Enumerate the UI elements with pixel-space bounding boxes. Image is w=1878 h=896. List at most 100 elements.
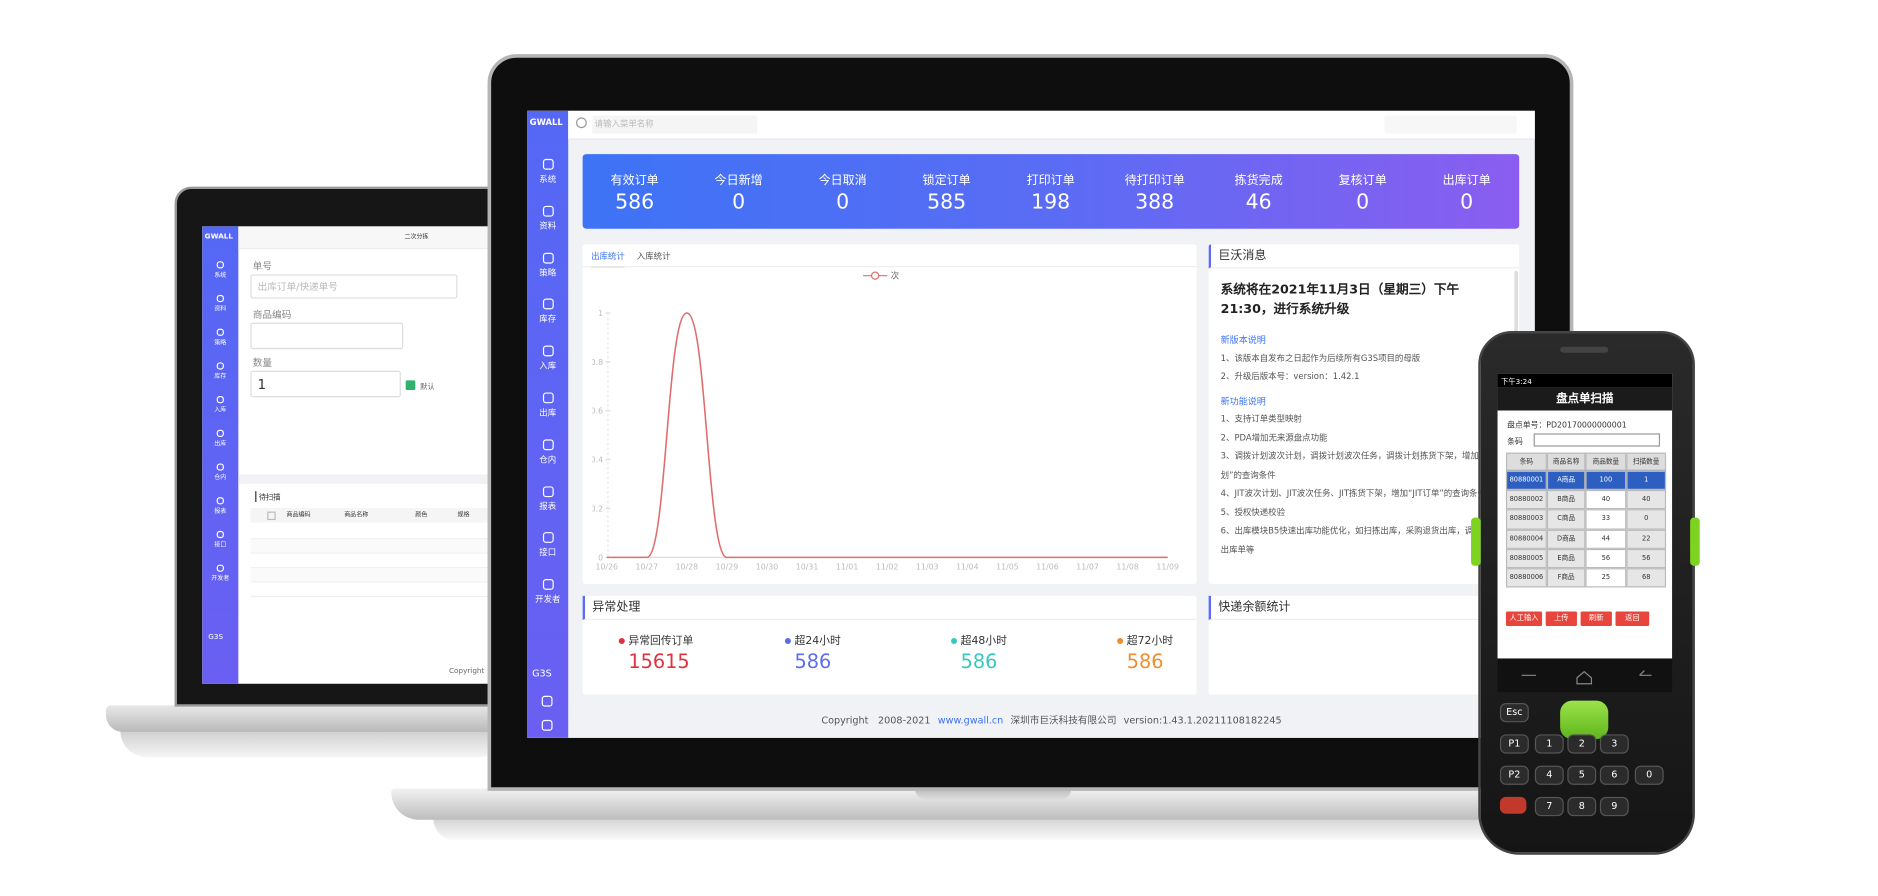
barcode-input[interactable] <box>1533 433 1661 447</box>
x-tick-label: 11/05 <box>996 562 1019 571</box>
nav-icon <box>542 439 554 450</box>
nav-icon <box>542 158 554 170</box>
icon-shape <box>542 439 554 450</box>
sidebar-item[interactable]: 策略 <box>202 327 238 347</box>
dot <box>951 638 958 645</box>
key[interactable]: 2 <box>1567 734 1597 754</box>
sidebar-item[interactable]: 报表 <box>527 485 568 513</box>
qty-input[interactable]: 1 <box>250 370 401 398</box>
sidebar-item[interactable]: 接口 <box>202 530 238 549</box>
sidebar-label: 入库 <box>214 406 227 415</box>
stat: 锁定订单 585 <box>895 154 999 229</box>
speaker <box>1560 346 1609 353</box>
sidebar-item[interactable]: 出库 <box>202 429 238 448</box>
key[interactable]: 1 <box>1534 734 1564 754</box>
icon-shape <box>216 328 224 336</box>
key[interactable]: P1 <box>1499 734 1529 754</box>
checkbox[interactable] <box>405 380 416 391</box>
label-text: 超72小时 <box>1126 635 1174 648</box>
key[interactable]: Esc <box>1499 703 1529 723</box>
stat-value: 388 <box>1135 190 1175 215</box>
side-scan-button <box>1471 517 1481 566</box>
icon-shape <box>216 429 224 437</box>
title-bar: 盘点单扫描 <box>1497 387 1673 411</box>
icon-shape <box>542 345 554 357</box>
sidebar-label: 策略 <box>539 267 557 278</box>
key[interactable]: 6 <box>1599 765 1629 785</box>
sidebar-item[interactable]: 仓内 <box>202 462 238 482</box>
icon-shape <box>542 532 554 544</box>
sidebar-item[interactable]: 资料 <box>202 294 238 313</box>
key[interactable]: 7 <box>1534 796 1564 817</box>
chart-tab[interactable]: 出库统计 <box>591 250 625 268</box>
key[interactable]: 9 <box>1599 796 1629 817</box>
version: G3S <box>208 633 224 642</box>
table-cell: 56 <box>1585 548 1627 569</box>
notice-heading: 新功能说明 <box>1220 395 1266 407</box>
notice-item: 1、该版本自发布之日起作为后续所有G3S项目的母版 <box>1220 353 1421 363</box>
action-button[interactable]: 返回 <box>1615 611 1650 626</box>
exception-item: 超48小时 586 <box>951 632 1095 673</box>
action-button[interactable]: 人工输入 <box>1505 611 1543 626</box>
sidebar-item[interactable]: 开发者 <box>202 563 238 583</box>
code-input[interactable] <box>250 322 404 350</box>
action-button[interactable]: 上传 <box>1545 611 1577 626</box>
search-box[interactable]: 请输入菜单名称 <box>592 115 758 134</box>
sidebar-item[interactable]: 开发者 <box>527 578 568 606</box>
sidebar-item[interactable]: 策略 <box>527 251 568 279</box>
sidebar-label: 系统 <box>539 174 557 185</box>
sidebar-item[interactable]: 仓内 <box>527 438 568 466</box>
y-tick-label: 0.8 <box>592 358 603 367</box>
sidebar-label: 接口 <box>539 548 557 558</box>
search-glyph <box>576 117 587 129</box>
chart-tab[interactable]: 入库统计 <box>636 251 671 262</box>
icon-shape <box>541 719 553 731</box>
icon-shape <box>542 205 554 217</box>
sidebar-item[interactable]: 库存 <box>527 298 568 326</box>
sidebar-item[interactable]: 接口 <box>527 531 568 559</box>
logo: GWALL <box>529 117 563 128</box>
y-tick-label: 0.6 <box>592 407 603 416</box>
nav-icon <box>542 579 554 591</box>
topbar: 请输入菜单名称 <box>568 110 1535 140</box>
stat-value: 0 <box>1356 190 1370 215</box>
dot <box>1117 638 1124 645</box>
sidebar-label: 资料 <box>214 305 227 313</box>
table-cell: 80880006 <box>1505 568 1547 588</box>
key[interactable]: 3 <box>1599 734 1629 754</box>
x-tick-label: 10/28 <box>676 562 699 571</box>
key[interactable]: P2 <box>1499 765 1529 785</box>
nav-icon <box>216 530 224 539</box>
sidebar-item[interactable]: 系统 <box>527 158 568 186</box>
icon-shape <box>542 299 554 310</box>
sidebar-item[interactable]: 系统 <box>202 260 238 279</box>
order-input[interactable]: 出库订单/快递单号 <box>250 274 458 299</box>
key[interactable]: 4 <box>1534 765 1564 785</box>
stat-label: 打印订单 <box>1026 174 1075 188</box>
scan-table: 条码 商品名称 商品数量 扫描数量 80880001 A商品 100 1 80880002 B商品… <box>1498 452 1673 595</box>
sidebar-label: 接口 <box>214 541 227 549</box>
panel-title: 快递余额统计 <box>1208 595 1520 620</box>
sidebar-item[interactable]: 报表 <box>202 496 238 515</box>
table-cell: E商品 <box>1546 548 1586 569</box>
power-key[interactable] <box>1499 796 1527 814</box>
sidebar-item[interactable]: 出库 <box>527 391 568 419</box>
table-cell: 22 <box>1626 529 1667 549</box>
key[interactable]: 5 <box>1567 765 1597 785</box>
nav-glyphs <box>1521 670 1652 685</box>
key[interactable]: 0 <box>1634 765 1664 785</box>
table-cell: 80880001 <box>1505 470 1547 491</box>
back-laptop-screen: GWALL 系统 资料 策略 库存 入库 出库 仓内 报表 接口 开发者 G3S 二次分拣 单号 出库订单/… <box>202 226 504 684</box>
sidebar-item[interactable]: 库存 <box>202 361 238 380</box>
sidebar-item[interactable]: 资料 <box>527 204 568 232</box>
table-cell: 68 <box>1626 568 1667 588</box>
scan-key[interactable] <box>1560 700 1609 740</box>
action-button[interactable]: 刷新 <box>1580 611 1612 626</box>
key[interactable]: 8 <box>1567 796 1597 817</box>
table-cell: 80880004 <box>1505 529 1547 549</box>
sidebar-item[interactable]: 入库 <box>527 345 568 373</box>
table-cell: 40 <box>1626 490 1667 510</box>
sidebar-item[interactable]: 入库 <box>202 395 238 414</box>
stat-label: 拣货完成 <box>1234 174 1283 188</box>
